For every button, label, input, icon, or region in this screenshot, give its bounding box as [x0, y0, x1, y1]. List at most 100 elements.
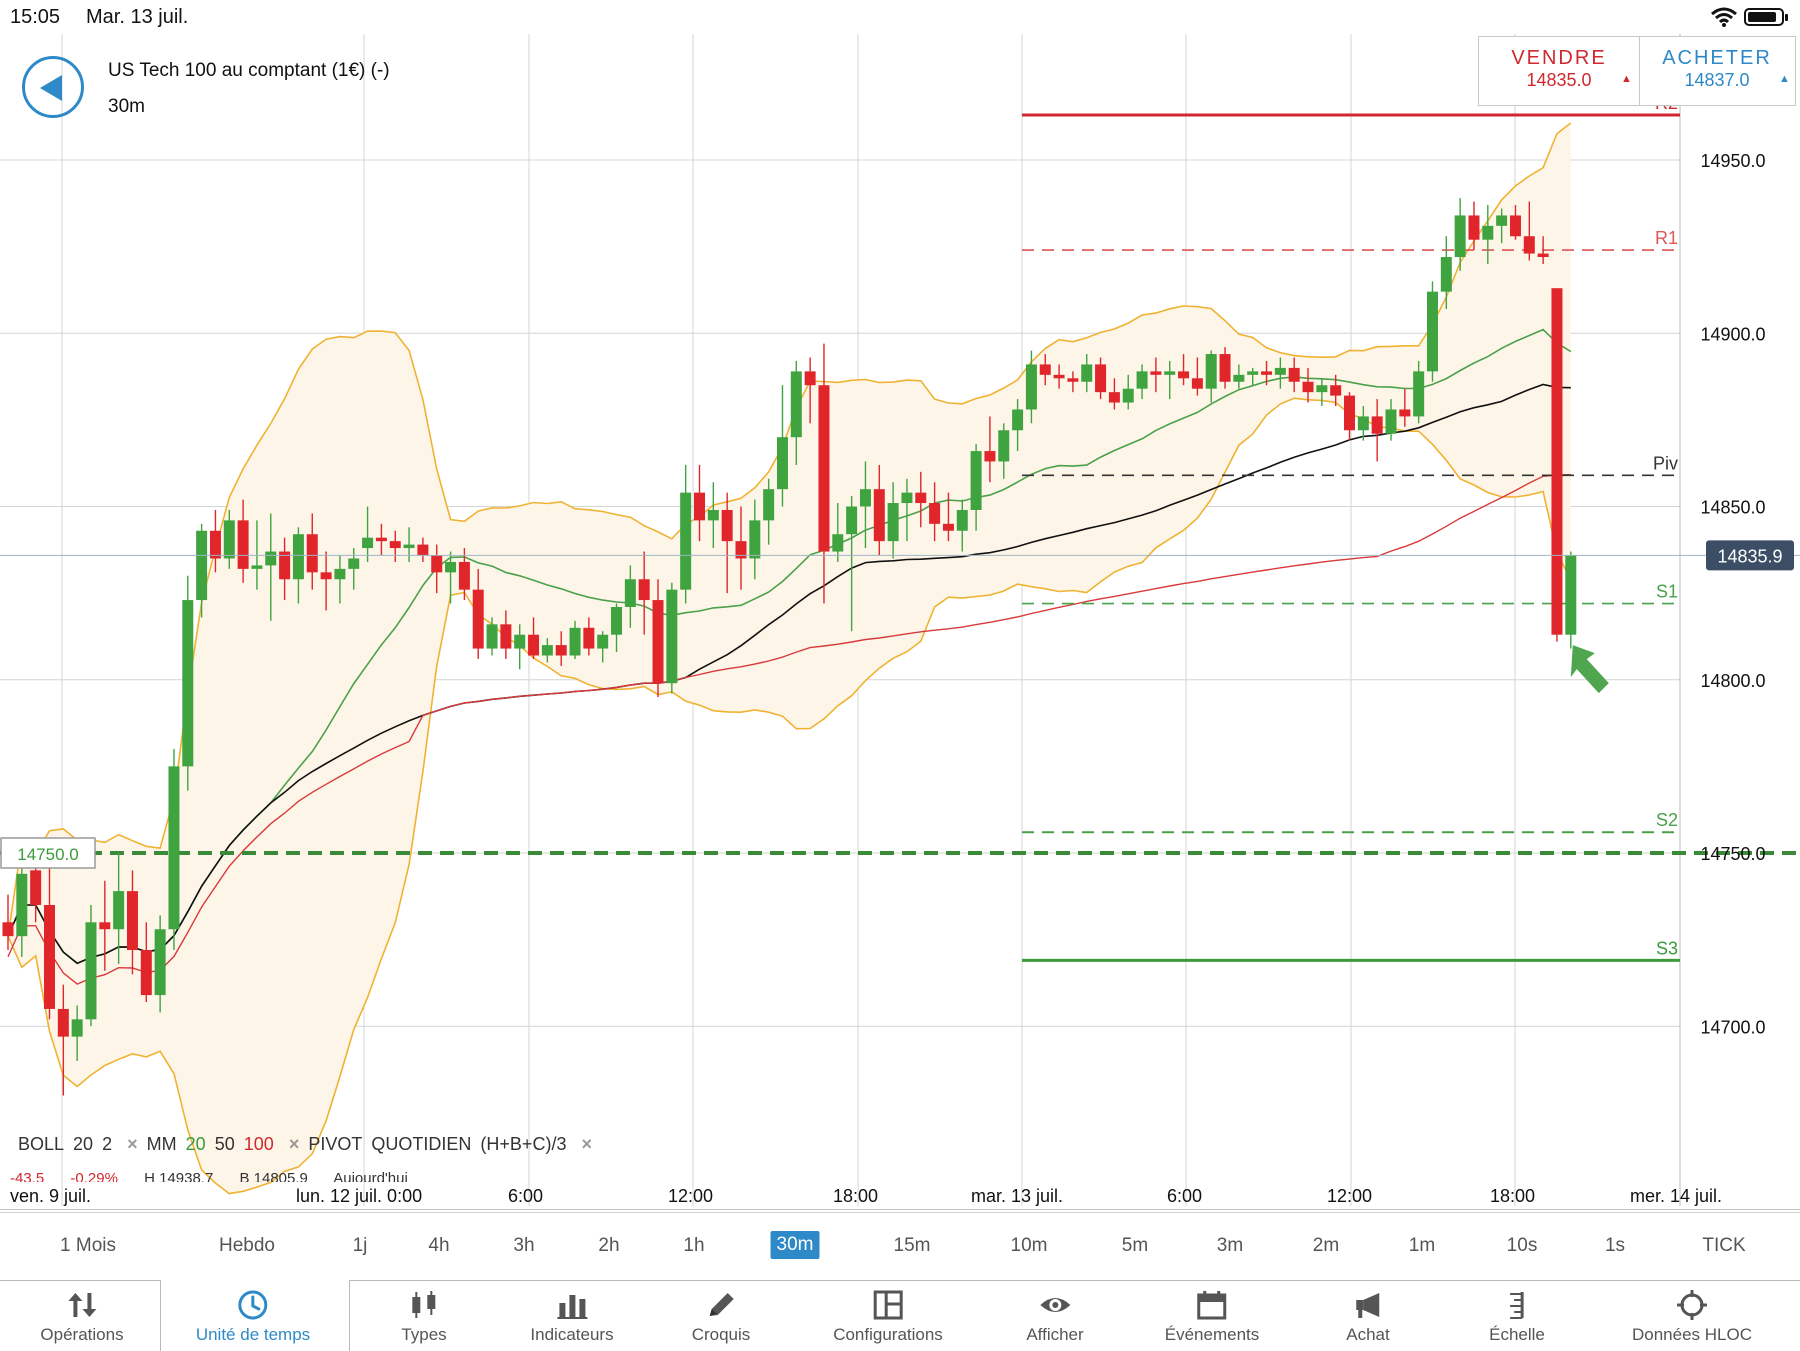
tf-1m[interactable]: 1m	[1408, 1235, 1436, 1256]
tf-10m[interactable]: 10m	[1010, 1235, 1048, 1256]
candle	[223, 509, 235, 569]
legend-mm-50: 50	[214, 1134, 235, 1154]
tab-hloc-data[interactable]: Données HLOC	[1632, 1281, 1752, 1351]
candle-body	[790, 371, 802, 438]
candle-body	[1385, 409, 1397, 434]
candle-body	[279, 551, 291, 580]
tf-1d[interactable]: 1j	[352, 1235, 368, 1256]
candle-body	[223, 520, 235, 559]
candle	[1302, 367, 1314, 403]
candle	[638, 551, 650, 635]
tab-display[interactable]: Afficher	[1026, 1281, 1084, 1351]
candle	[1081, 354, 1093, 393]
tab-label: Échelle	[1489, 1325, 1545, 1344]
legend-boll[interactable]: BOLL	[18, 1134, 65, 1154]
tab-drawing[interactable]: Croquis	[692, 1281, 750, 1351]
legend-mm[interactable]: MM	[146, 1134, 177, 1154]
buy-button[interactable]: ACHETER 14837.0 ▲	[1639, 37, 1795, 105]
tf-1s[interactable]: 1s	[1604, 1235, 1626, 1256]
tf-3m[interactable]: 3m	[1216, 1235, 1244, 1256]
tf-3h[interactable]: 3h	[513, 1235, 535, 1256]
tab-events[interactable]: Événements	[1165, 1281, 1259, 1351]
candle-body	[1039, 364, 1051, 375]
candle	[486, 617, 498, 656]
candle	[71, 1005, 83, 1061]
candle-body	[265, 551, 277, 566]
candle	[57, 984, 69, 1096]
legend-pivot[interactable]: PIVOT	[308, 1134, 363, 1154]
tf-5m[interactable]: 5m	[1121, 1235, 1149, 1256]
candle-body	[1081, 364, 1093, 382]
tab-scale[interactable]: Échelle	[1489, 1281, 1545, 1351]
candle	[472, 568, 484, 659]
tf-15m[interactable]: 15m	[893, 1235, 931, 1256]
candle	[1233, 364, 1245, 389]
candle	[583, 617, 595, 656]
candle-body	[1164, 371, 1176, 375]
sell-button[interactable]: VENDRE 14835.0 ▲	[1479, 37, 1640, 105]
candle-body	[818, 385, 830, 552]
tab-types[interactable]: Types	[401, 1281, 447, 1351]
tf-1-month[interactable]: 1 Mois	[60, 1235, 116, 1256]
candle	[887, 482, 899, 559]
candle	[694, 464, 705, 542]
candle-body	[984, 451, 996, 462]
tf-30m[interactable]: 30m	[770, 1231, 820, 1259]
candle-body	[956, 509, 968, 531]
tf-weekly[interactable]: Hebdo	[219, 1235, 275, 1256]
candle-body	[348, 558, 360, 569]
candle	[362, 506, 374, 562]
candle-body	[1136, 371, 1148, 389]
tab-operations[interactable]: Opérations	[40, 1281, 124, 1351]
candle	[417, 537, 429, 562]
remove-pivot-icon[interactable]: ×	[581, 1134, 592, 1154]
candle	[1219, 347, 1231, 389]
candle	[196, 523, 208, 618]
time-label: 18:00	[833, 1186, 879, 1206]
status-bar: 15:05 Mar. 13 juil.	[0, 0, 1800, 34]
tab-purchase[interactable]: Achat	[1346, 1281, 1390, 1351]
tab-configurations[interactable]: Configurations	[833, 1281, 943, 1351]
candle-body	[514, 634, 526, 649]
time-label: 18:00	[1490, 1186, 1536, 1206]
remove-mm-icon[interactable]: ×	[288, 1134, 300, 1154]
candle-body	[362, 537, 374, 549]
candle	[735, 506, 747, 590]
candle-body	[306, 534, 318, 573]
candle	[1426, 281, 1438, 382]
candle-body	[458, 561, 470, 590]
candle	[970, 444, 982, 531]
remove-boll-icon[interactable]: ×	[127, 1134, 138, 1154]
back-button[interactable]	[22, 56, 84, 118]
pencil-icon	[710, 1293, 734, 1316]
status-date: Mar. 13 juil.	[86, 6, 189, 28]
candle	[1565, 551, 1577, 649]
candle-body	[196, 530, 208, 601]
tf-2m[interactable]: 2m	[1312, 1235, 1340, 1256]
tab-indicators[interactable]: Indicateurs	[530, 1281, 614, 1351]
tf-1h[interactable]: 1h	[683, 1235, 705, 1256]
candle-body	[1205, 354, 1217, 389]
tf-10s[interactable]: 10s	[1506, 1235, 1538, 1256]
tf-4h[interactable]: 4h	[428, 1235, 450, 1256]
candle-body	[1509, 215, 1521, 237]
candle-body	[569, 627, 581, 656]
tf-tick[interactable]: TICK	[1702, 1235, 1746, 1256]
candle	[306, 513, 318, 590]
calendar-icon	[1197, 1291, 1227, 1320]
candle-body	[1468, 215, 1480, 240]
arrows-updown-icon	[67, 1293, 96, 1317]
candle	[431, 544, 443, 594]
candle-body	[1108, 392, 1120, 403]
stat-high: H 14938.7	[144, 1170, 214, 1182]
price-chart[interactable]: R2R1PivS1S2S314950.014900.014850.014800.…	[0, 34, 1800, 1210]
candle	[43, 859, 55, 1020]
candle	[984, 416, 996, 483]
eye-icon	[1039, 1298, 1070, 1312]
candle	[1053, 364, 1065, 389]
price-label: 14800.0	[1700, 671, 1765, 691]
tab-timeframe[interactable]: Unité de temps	[196, 1281, 310, 1351]
current-price-badge	[1706, 540, 1794, 571]
megaphone-icon	[1355, 1293, 1379, 1318]
tf-2h[interactable]: 2h	[598, 1235, 620, 1256]
